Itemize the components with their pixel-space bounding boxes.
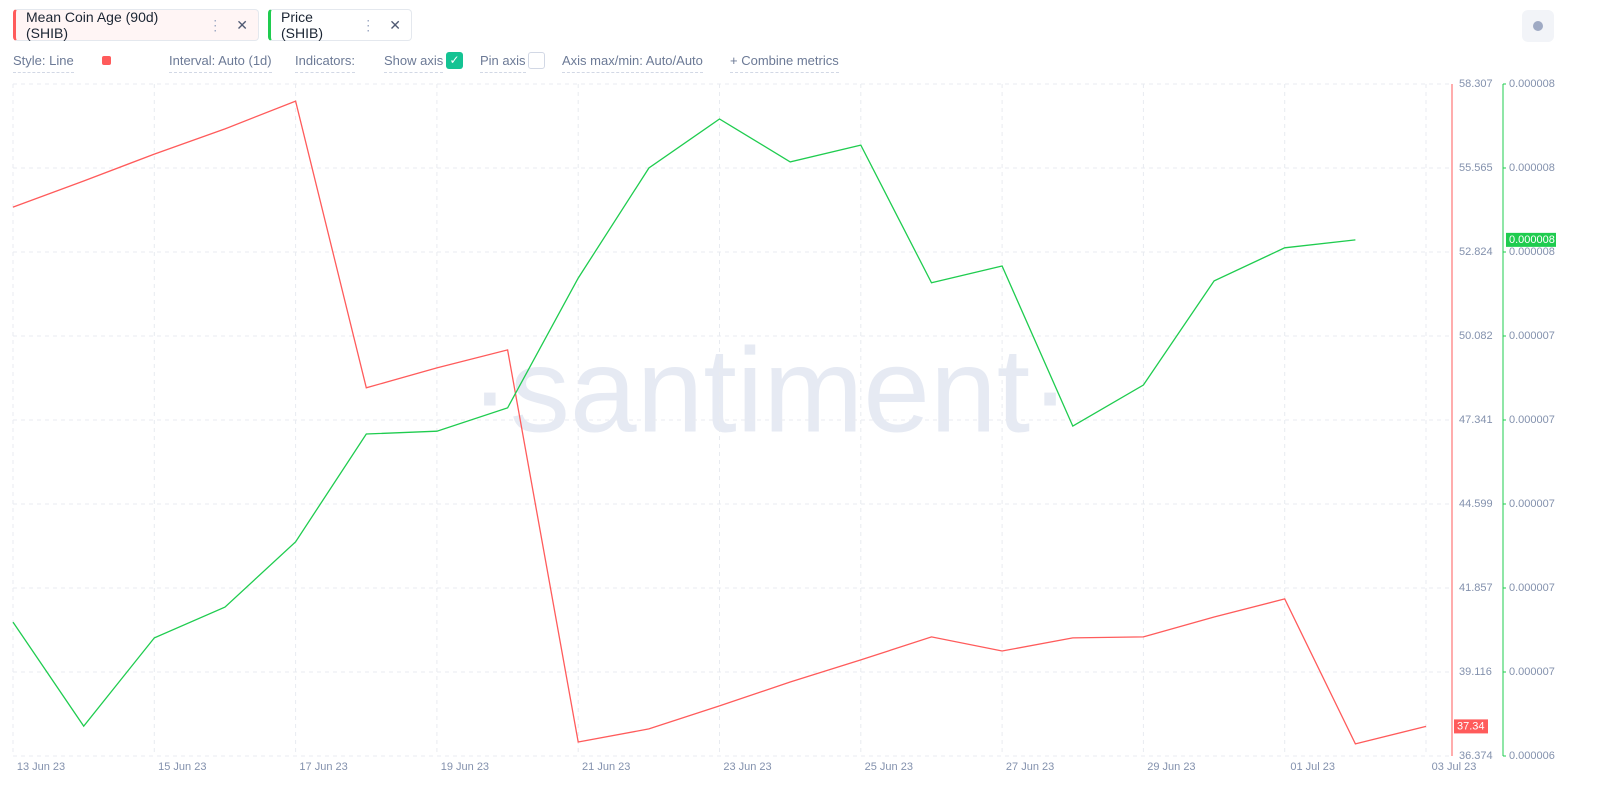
style-select[interactable]: Style: Line bbox=[13, 53, 74, 73]
y-tick-label: 50.082 bbox=[1459, 330, 1493, 342]
y-tick-label: 36.374 bbox=[1459, 750, 1493, 762]
tab-label: Price (SHIB) bbox=[281, 9, 323, 41]
y2-tick-label: 0.000007 bbox=[1509, 666, 1555, 678]
y-tick-label: 52.824 bbox=[1459, 246, 1493, 258]
y2-tick-label: 0.000007 bbox=[1509, 498, 1555, 510]
axis-maxmin[interactable]: Axis max/min: Auto/Auto bbox=[562, 53, 703, 73]
menu[interactable]: ⋮ bbox=[361, 16, 376, 33]
x-tick-label: 19 Jun 23 bbox=[441, 761, 489, 773]
checkbox[interactable] bbox=[528, 52, 545, 69]
y2-tick-label: 0.000007 bbox=[1509, 330, 1555, 342]
y2-tick-label: 0.000007 bbox=[1509, 414, 1555, 426]
x-tick-label: 27 Jun 23 bbox=[1006, 761, 1054, 773]
checkbox[interactable]: ✓ bbox=[446, 52, 463, 69]
y2-tick-label: 0.000006 bbox=[1509, 750, 1555, 762]
close[interactable]: ✕ bbox=[389, 16, 401, 33]
x-tick-label: 21 Jun 23 bbox=[582, 761, 630, 773]
show-axis[interactable]: Show axis bbox=[384, 53, 444, 73]
close[interactable]: ✕ bbox=[236, 16, 248, 33]
y-tick-label: 55.565 bbox=[1459, 162, 1493, 174]
tab-label: Mean Coin Age (90d) (SHIB) bbox=[26, 9, 159, 41]
y2-tick-label: 0.000008 bbox=[1509, 162, 1555, 174]
metric-tab[interactable]: Mean Coin Age (90d) (SHIB) ⋮ ✕ bbox=[13, 9, 259, 41]
series-line bbox=[12, 100, 1427, 745]
y-tick-label: 41.857 bbox=[1459, 582, 1493, 594]
value-label: 37.34 bbox=[1457, 720, 1485, 732]
y-tick-label: 39.116 bbox=[1459, 666, 1492, 678]
combine-metrics[interactable]: + Combine metrics bbox=[730, 53, 839, 73]
x-tick-label: 03 Jul 23 bbox=[1432, 761, 1477, 773]
interval-select[interactable]: Interval: Auto (1d) bbox=[169, 53, 272, 73]
color-picker[interactable] bbox=[102, 56, 111, 65]
metric-tab[interactable]: Price (SHIB) ⋮ ✕ bbox=[268, 9, 412, 41]
x-tick-label: 25 Jun 23 bbox=[865, 761, 913, 773]
x-tick-label: 17 Jun 23 bbox=[299, 761, 347, 773]
y2-tick-label: 0.000007 bbox=[1509, 582, 1555, 594]
x-tick-label: 01 Jul 23 bbox=[1290, 761, 1335, 773]
y-tick-label: 47.341 bbox=[1459, 414, 1493, 426]
x-tick-label: 23 Jun 23 bbox=[723, 761, 771, 773]
y-tick-label: 44.599 bbox=[1459, 498, 1493, 510]
x-tick-label: 29 Jun 23 bbox=[1147, 761, 1195, 773]
value-label-bg bbox=[1454, 719, 1488, 734]
value-label-bg bbox=[1506, 232, 1556, 247]
value-label: 0.000008 bbox=[1509, 234, 1555, 246]
series-line bbox=[12, 118, 1356, 728]
menu[interactable]: ⋮ bbox=[208, 16, 223, 33]
record-button[interactable] bbox=[1522, 10, 1554, 42]
y2-tick-label: 0.000008 bbox=[1509, 246, 1555, 258]
indicators[interactable]: Indicators: bbox=[295, 53, 355, 73]
label: Combine metrics bbox=[741, 53, 839, 68]
y-tick-label: 58.307 bbox=[1459, 78, 1493, 90]
x-tick-label: 15 Jun 23 bbox=[158, 761, 206, 773]
y2-tick-label: 0.000008 bbox=[1509, 78, 1555, 90]
watermark: ·santiment· bbox=[470, 324, 1070, 458]
pin-axis[interactable]: Pin axis bbox=[480, 53, 526, 73]
x-tick-label: 13 Jun 23 bbox=[17, 761, 65, 773]
